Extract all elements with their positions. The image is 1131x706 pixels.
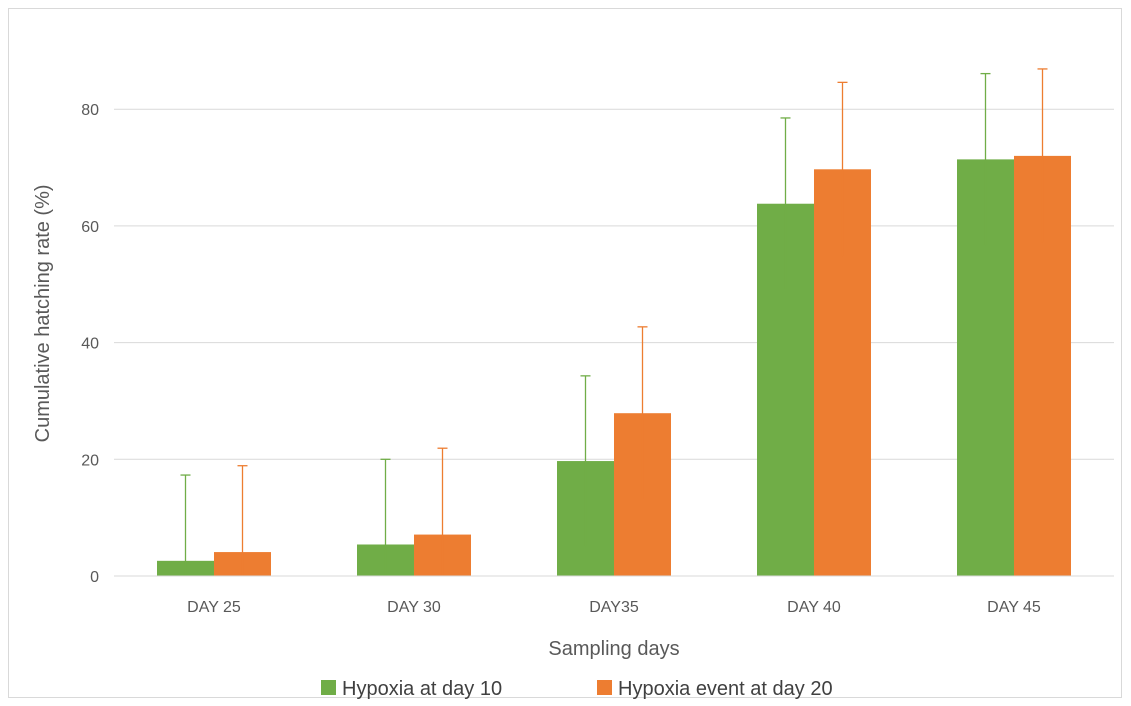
legend-swatch-hypoxia-day-20 [597, 680, 612, 695]
x-tick-labels: DAY 25 DAY 30 DAY35 DAY 40 DAY 45 [187, 599, 1041, 616]
x-tick-label-4: DAY 45 [987, 599, 1041, 616]
chart-area: 0 20 40 60 80 DAY 25 DAY 30 DAY35 DAY 40 DAY 45 … [8, 8, 1122, 699]
legend-label-hypoxia-day-20: Hypoxia event at day 20 [618, 678, 833, 699]
legend: Hypoxia at day 10 Hypoxia event at day 2… [321, 678, 833, 699]
x-axis-title: Sampling days [548, 638, 679, 660]
y-axis-title: Cumulative hatching rate (%) [32, 184, 54, 442]
legend-swatch-hypoxia-day-10 [321, 680, 336, 695]
y-tick-label-80: 80 [81, 102, 99, 119]
y-tick-label-40: 40 [81, 336, 99, 353]
y-tick-label-0: 0 [90, 569, 99, 586]
y-tick-label-20: 20 [81, 452, 99, 469]
x-tick-label-0: DAY 25 [187, 599, 241, 616]
error-bars [180, 68, 1048, 576]
bars [157, 155, 1071, 577]
x-tick-label-1: DAY 30 [387, 599, 441, 616]
x-tick-label-2: DAY35 [589, 599, 639, 616]
y-tick-labels: 0 20 40 60 80 [81, 102, 99, 586]
x-tick-label-3: DAY 40 [787, 599, 841, 616]
legend-label-hypoxia-day-10: Hypoxia at day 10 [342, 678, 502, 699]
y-tick-label-60: 60 [81, 219, 99, 236]
